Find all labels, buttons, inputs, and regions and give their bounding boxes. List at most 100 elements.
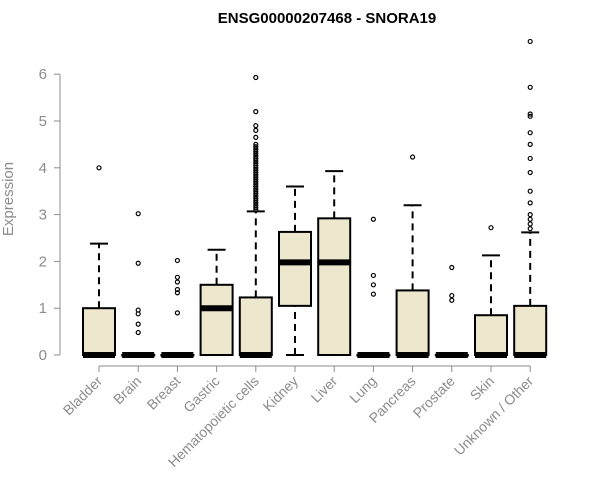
- outlier-point: [527, 216, 533, 222]
- outlier-point: [253, 200, 259, 206]
- outlier-point: [253, 183, 259, 190]
- outlier-point: [527, 113, 533, 119]
- outlier-point: [253, 167, 259, 173]
- box-group: [434, 264, 469, 358]
- outlier-point: [449, 297, 455, 303]
- box-body: [238, 296, 273, 357]
- y-tick-label: 0: [39, 347, 47, 364]
- outlier-point: [253, 160, 259, 166]
- outlier-point: [527, 111, 533, 117]
- outlier-point: [253, 146, 259, 152]
- x-tick-label: Kidney: [260, 373, 302, 415]
- box-body: [278, 230, 312, 307]
- box-group: [278, 185, 312, 356]
- outlier-point: [253, 204, 259, 211]
- outlier-point: [135, 329, 141, 336]
- outlier-point: [527, 188, 533, 194]
- box-body: [513, 304, 548, 356]
- outlier-point: [253, 127, 259, 133]
- outlier-point: [135, 307, 141, 313]
- outlier-point: [253, 197, 259, 204]
- outlier-point: [174, 257, 180, 264]
- outlier-point: [253, 202, 259, 208]
- outlier-point: [253, 172, 259, 178]
- outlier-point: [527, 84, 533, 90]
- outlier-point: [527, 130, 533, 136]
- box-group: [356, 216, 391, 358]
- outlier-point: [449, 264, 455, 271]
- outlier-point: [253, 123, 259, 129]
- y-tick-label: 1: [39, 300, 47, 317]
- outlier-point: [253, 186, 259, 192]
- outlier-point: [488, 225, 494, 231]
- outlier-point: [96, 165, 102, 171]
- outlier-point: [527, 155, 533, 162]
- outlier-point: [253, 148, 259, 155]
- outlier-point: [449, 292, 455, 299]
- x-tick-label: Bladder: [60, 373, 106, 419]
- box-group: [199, 248, 234, 356]
- box-group: [395, 154, 430, 358]
- outlier-point: [253, 207, 259, 213]
- outlier-point: [370, 291, 376, 297]
- outlier-point: [527, 141, 533, 147]
- outlier-point: [527, 221, 533, 227]
- box-body: [395, 289, 430, 356]
- box-group: [474, 225, 508, 358]
- outlier-point: [253, 155, 259, 162]
- box-group: [317, 170, 352, 356]
- outlier-point: [174, 310, 180, 316]
- y-axis: 0 1 2 3 4 5 6: [39, 66, 61, 364]
- box-body: [82, 307, 116, 357]
- outlier-point: [527, 226, 533, 232]
- outlier-point: [253, 169, 259, 176]
- box-group: [82, 165, 116, 358]
- x-tick-label: Liver: [308, 373, 341, 406]
- outlier-point: [253, 190, 259, 197]
- outlier-point: [135, 260, 141, 266]
- outlier-point: [135, 211, 141, 217]
- x-tick-label: Breast: [144, 373, 184, 413]
- outlier-point: [253, 144, 259, 150]
- outlier-point: [253, 141, 259, 147]
- outlier-point: [253, 74, 259, 81]
- outlier-point: [253, 188, 259, 194]
- outlier-point: [410, 154, 416, 160]
- y-tick-label: 5: [39, 113, 47, 130]
- outlier-point: [527, 38, 533, 45]
- y-tick-label: 4: [39, 160, 47, 177]
- outlier-point: [527, 212, 533, 218]
- outlier-point: [253, 195, 259, 201]
- outlier-point: [253, 151, 259, 157]
- box-body: [474, 314, 508, 356]
- outlier-point: [253, 153, 259, 159]
- outlier-point: [174, 274, 180, 280]
- x-tick-label: Prostate: [410, 373, 458, 421]
- outlier-point: [174, 279, 180, 285]
- outlier-point: [253, 165, 259, 171]
- outlier-point: [135, 321, 141, 327]
- outlier-point: [370, 272, 376, 279]
- box-group: [513, 38, 548, 358]
- outlier-point: [253, 193, 259, 199]
- outlier-point: [253, 174, 259, 180]
- y-axis-label: Expression: [0, 162, 17, 236]
- outlier-point: [174, 286, 180, 293]
- outlier-point: [370, 216, 376, 222]
- box-body: [317, 217, 352, 356]
- box-body: [199, 283, 234, 356]
- outlier-point: [253, 181, 259, 187]
- y-tick-label: 6: [39, 66, 47, 83]
- outlier-point: [253, 176, 259, 183]
- outlier-point: [527, 200, 533, 206]
- y-tick-label: 3: [39, 207, 47, 224]
- chart-title: ENSG00000207468 - SNORA19: [218, 10, 436, 27]
- outlier-point: [253, 179, 259, 185]
- outlier-point: [253, 109, 259, 115]
- box-group: [160, 257, 195, 358]
- y-tick-label: 2: [39, 253, 47, 270]
- outlier-point: [527, 169, 533, 176]
- x-tick-label: Brain: [110, 373, 144, 407]
- outlier-point: [370, 282, 376, 288]
